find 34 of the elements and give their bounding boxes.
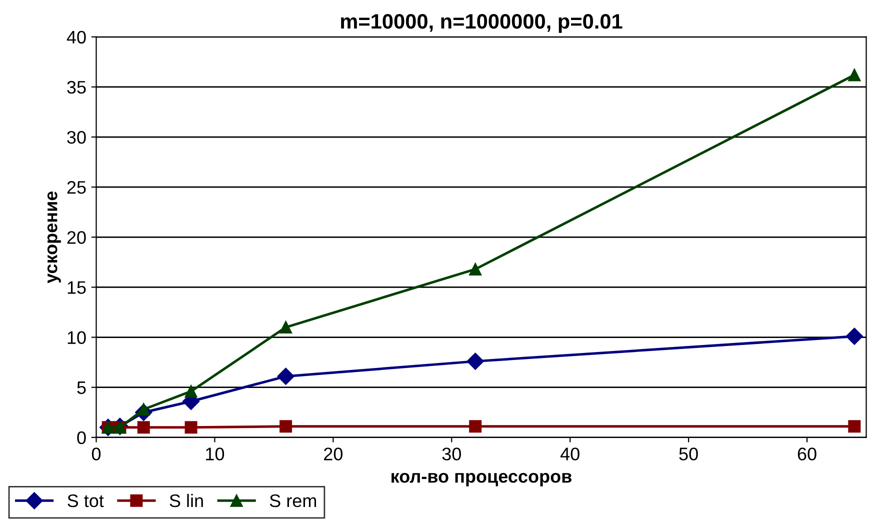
y-tick-label: 5	[77, 381, 86, 394]
x-tick-label: 20	[324, 448, 343, 460]
legend-label: S tot	[68, 494, 104, 508]
point	[280, 321, 292, 334]
chart-title: m=10000, n=1000000, p=0.01	[341, 14, 622, 33]
point	[848, 68, 861, 82]
x-tick-label: 0	[92, 448, 101, 460]
point	[280, 420, 292, 433]
y-tick-label: 30	[67, 130, 86, 144]
legend-label: S lin	[170, 494, 203, 508]
point	[848, 420, 861, 433]
point	[184, 421, 198, 434]
point	[469, 420, 482, 433]
y-tick-label: 25	[67, 181, 86, 194]
y-tick-label: 35	[67, 80, 86, 94]
legend-label: S rem	[270, 494, 316, 508]
y-tick-label: 20	[67, 231, 86, 244]
point	[137, 421, 150, 434]
point	[184, 385, 198, 398]
y-axis-title: ускорение	[47, 191, 61, 284]
point	[466, 352, 484, 370]
x-tick-label: 50	[679, 448, 698, 460]
x-tick-label: 60	[798, 448, 816, 460]
y-tick-label: 40	[66, 30, 86, 44]
x-tick-label: 10	[206, 448, 224, 460]
y-tick-label: 10	[68, 331, 86, 344]
y-tick-label: 0	[77, 431, 86, 444]
x-tick-label: 40	[560, 448, 580, 460]
x-tick-label: 30	[442, 448, 461, 460]
x-axis-title: кол-во процессоров	[392, 472, 572, 486]
y-tick-label: 15	[68, 281, 86, 294]
point	[277, 368, 294, 385]
point	[846, 328, 863, 345]
point	[469, 262, 482, 276]
